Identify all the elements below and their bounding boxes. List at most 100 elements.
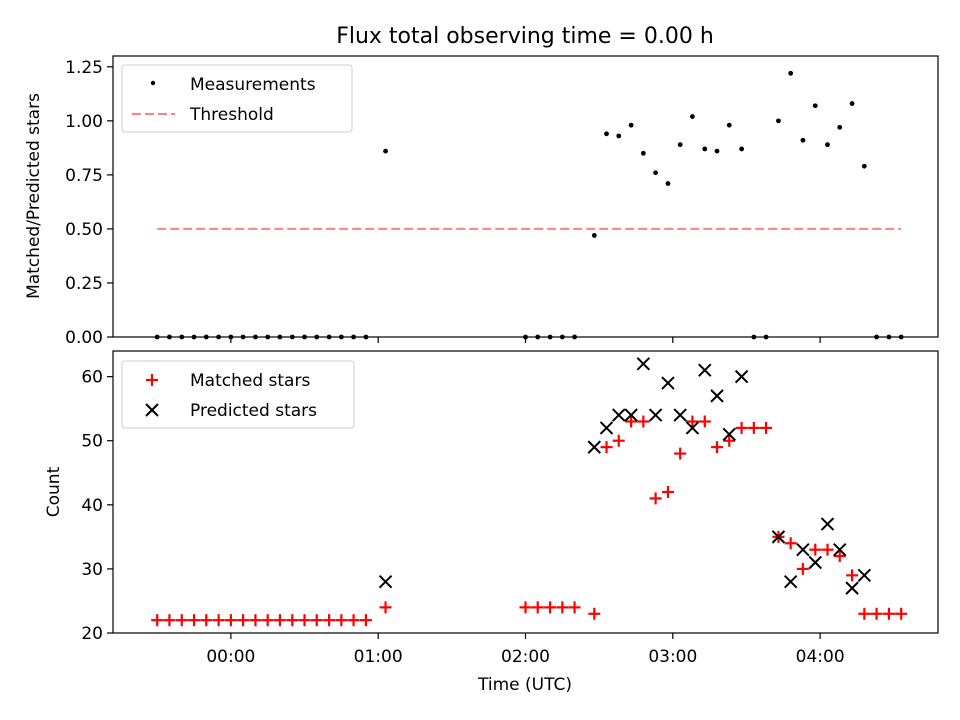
measurement-point — [383, 148, 388, 154]
matched-star-point — [568, 601, 581, 614]
matched-star-point — [698, 415, 711, 428]
predicted-star-point — [698, 363, 712, 377]
predicted-star-point — [796, 542, 810, 557]
bottom-xlabel: Time (UTC) — [477, 675, 572, 695]
measurement-point — [898, 334, 904, 340]
matched-star-point — [379, 601, 392, 614]
legend-matched-label: Matched stars — [190, 371, 310, 391]
measurement-point — [228, 334, 234, 340]
measurement-point — [265, 334, 271, 340]
measurement-point — [739, 146, 745, 152]
bottom-xtick-label: 03:00 — [648, 647, 697, 667]
predicted-star-point — [783, 575, 798, 589]
matched-star-point — [224, 614, 237, 627]
measurement-point — [559, 334, 565, 340]
top-ytick-label: 0.00 — [65, 328, 103, 348]
matched-star-point — [237, 614, 250, 627]
predicted-star-point — [378, 575, 393, 589]
predicted-star-stroke-b — [587, 440, 602, 454]
top-y-ticks: 0.00 0.25 0.50 0.75 1.00 1.25 — [65, 58, 113, 348]
matched-star-point — [175, 614, 188, 627]
bottom-ytick-label: 60 — [81, 368, 103, 388]
bottom-xtick-label: 02:00 — [501, 647, 550, 667]
measurement-point — [591, 233, 597, 238]
matched-star-point — [674, 447, 687, 460]
bottom-ytick-label: 40 — [81, 496, 103, 516]
matched-star-point — [188, 614, 201, 627]
matched-star-point — [310, 614, 323, 627]
measurement-point — [338, 334, 344, 340]
bottom-xtick-label: 04:00 — [796, 647, 845, 667]
predicted-star-point — [648, 408, 663, 422]
measurement-point — [677, 142, 683, 148]
measurement-point — [216, 334, 222, 340]
predicted-star-point — [599, 421, 614, 435]
measurement-point — [154, 334, 160, 340]
bottom-legend: Matched stars Predicted stars — [121, 360, 355, 429]
predicted-star-stroke-b — [599, 421, 614, 435]
predicted-star-stroke-b — [612, 408, 626, 422]
predicted-star-stroke-b — [710, 389, 724, 403]
matched-star-point — [323, 614, 336, 627]
legend-predicted-label: Predicted stars — [190, 401, 317, 421]
matched-star-point — [796, 562, 809, 575]
matched-star-point — [723, 434, 736, 447]
predicted-star-point — [771, 530, 786, 544]
matched-star-point — [531, 601, 544, 614]
predicted-star-stroke-b — [636, 357, 651, 371]
matched-star-point — [212, 614, 225, 627]
measurement-point — [763, 334, 769, 340]
predicted-star-point — [710, 389, 724, 403]
measurement-point — [314, 334, 320, 340]
predicted-star-stroke-b — [698, 363, 712, 377]
top-series — [154, 70, 904, 340]
matched-star-point — [846, 569, 859, 582]
matched-star-point — [347, 614, 360, 627]
measurement-point — [788, 70, 794, 76]
predicted-star-stroke-b — [378, 575, 393, 589]
measurement-point — [837, 124, 843, 130]
measurement-point — [886, 334, 892, 340]
measurement-point — [665, 181, 671, 186]
measurement-point — [167, 334, 172, 340]
legend-matched-marker — [146, 374, 158, 386]
matched-star-point — [556, 601, 569, 614]
matched-star-point — [649, 492, 662, 505]
measurement-point — [277, 334, 283, 340]
predicted-star-point — [673, 408, 687, 422]
measurement-point — [628, 122, 634, 128]
measurement-point — [363, 334, 369, 340]
predicted-star-stroke-b — [808, 555, 822, 570]
matched-star-point — [151, 614, 164, 627]
measurement-point — [640, 150, 646, 156]
predicted-star-point — [661, 376, 675, 390]
measurement-point — [702, 146, 708, 152]
predicted-star-point — [722, 427, 736, 442]
predicted-star-stroke-b — [833, 542, 847, 557]
predicted-star-stroke-b — [673, 408, 687, 422]
matched-star-point — [286, 614, 299, 627]
matched-star-point — [273, 614, 286, 627]
measurement-point — [523, 334, 528, 340]
measurement-point — [776, 118, 781, 124]
top-ylabel: Matched/Predicted stars — [24, 93, 44, 299]
predicted-star-point — [845, 581, 859, 595]
matched-star-point — [895, 607, 908, 620]
matched-star-point — [249, 614, 262, 627]
top-ytick-label: 1.00 — [65, 112, 103, 132]
top-panel: Matched/Predicted stars 0.00 0.25 0.50 0.75… — [24, 55, 939, 348]
predicted-star-point — [833, 542, 847, 557]
bottom-ylabel: Count — [44, 466, 64, 517]
measurement-point — [253, 334, 258, 340]
measurement-point — [861, 163, 867, 169]
measurement-point — [547, 334, 553, 340]
predicted-star-stroke-b — [685, 421, 700, 435]
predicted-star-point — [857, 568, 872, 583]
measurement-point — [240, 334, 246, 340]
legend-threshold-label: Threshold — [189, 105, 274, 125]
measurement-point — [800, 137, 806, 143]
matched-star-point — [261, 614, 274, 627]
matched-star-point — [821, 543, 834, 556]
measurement-point — [653, 170, 658, 176]
